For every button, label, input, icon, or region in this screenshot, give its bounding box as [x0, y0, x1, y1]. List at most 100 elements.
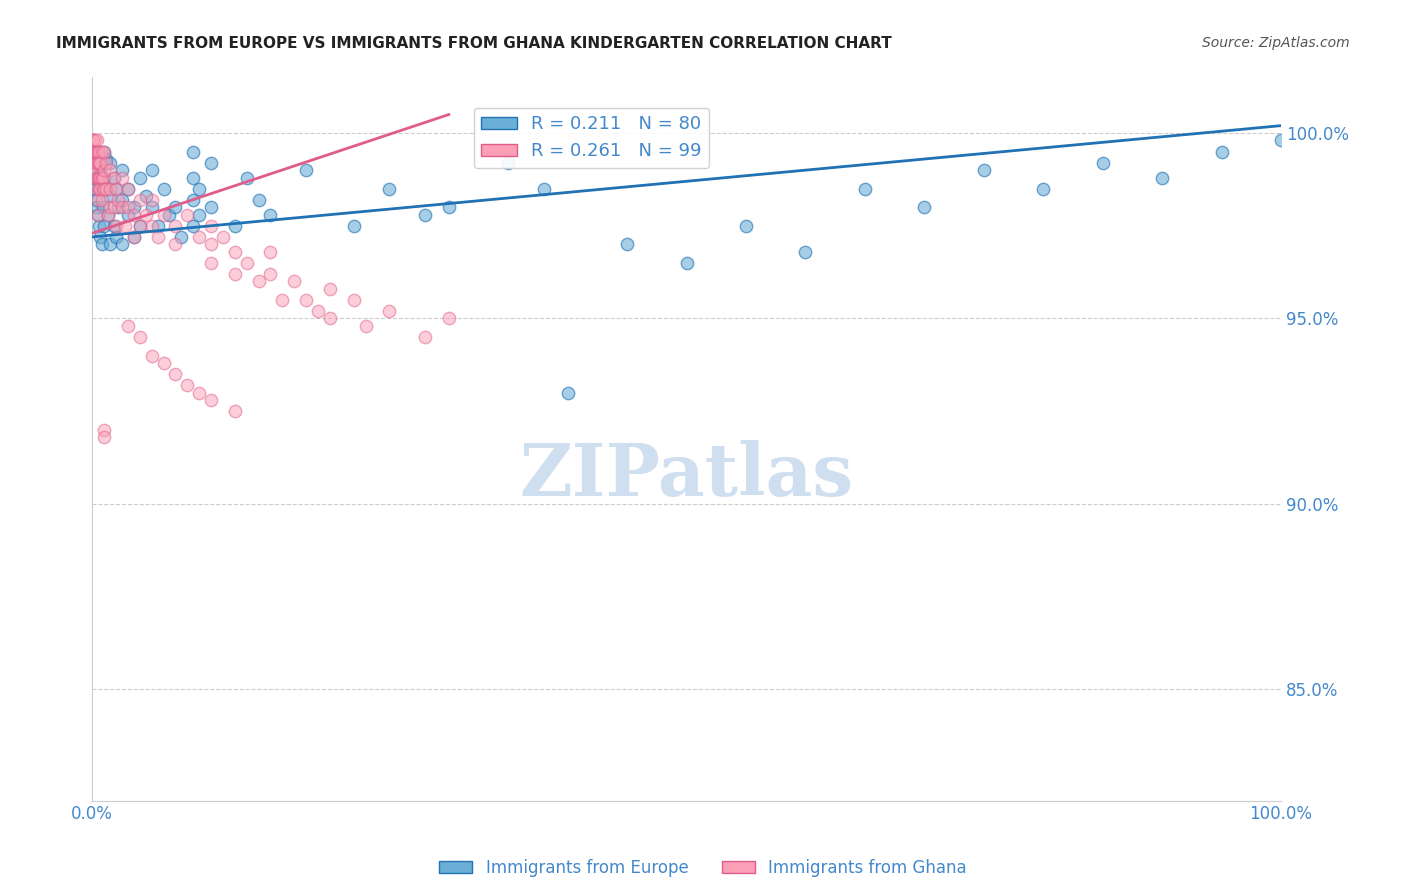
Point	[89, 170, 111, 185]
Point	[93, 170, 115, 185]
Point	[117, 200, 139, 214]
Point	[437, 311, 460, 326]
Point	[188, 385, 211, 400]
Point	[84, 163, 107, 178]
Point	[98, 163, 121, 178]
Point	[135, 208, 157, 222]
Point	[200, 219, 222, 233]
Point	[496, 155, 519, 169]
Point	[1152, 170, 1174, 185]
Point	[117, 182, 139, 196]
Point	[84, 170, 107, 185]
Point	[141, 219, 163, 233]
Point	[128, 330, 150, 344]
Point	[89, 170, 111, 185]
Point	[616, 237, 638, 252]
Point	[87, 208, 110, 222]
Point	[259, 267, 281, 281]
Point	[235, 170, 257, 185]
Point	[378, 304, 401, 318]
Point	[89, 170, 111, 185]
Point	[122, 230, 145, 244]
Point	[295, 293, 318, 307]
Point	[87, 170, 110, 185]
Point	[437, 200, 460, 214]
Point	[90, 182, 112, 196]
Point	[675, 256, 697, 270]
Point	[82, 155, 104, 169]
Point	[87, 145, 110, 159]
Point	[117, 208, 139, 222]
Point	[82, 133, 104, 147]
Point	[159, 208, 181, 222]
Point	[176, 378, 198, 392]
Point	[84, 145, 107, 159]
Point	[146, 219, 169, 233]
Point	[181, 145, 204, 159]
Point	[98, 237, 121, 252]
Point	[170, 230, 193, 244]
Point	[90, 193, 112, 207]
Point	[83, 163, 105, 178]
Point	[97, 208, 120, 222]
Point	[89, 145, 111, 159]
Point	[117, 318, 139, 333]
Point	[1032, 182, 1054, 196]
Point	[319, 282, 342, 296]
Point	[111, 163, 134, 178]
Point	[90, 170, 112, 185]
Point	[295, 163, 318, 178]
Point	[89, 182, 111, 196]
Point	[86, 145, 108, 159]
Point	[111, 200, 134, 214]
Point	[128, 219, 150, 233]
Point	[557, 385, 579, 400]
Point	[128, 193, 150, 207]
Point	[98, 189, 121, 203]
Point	[87, 145, 110, 159]
Point	[89, 155, 111, 169]
Legend: R = 0.211   N = 80, R = 0.261   N = 99: R = 0.211 N = 80, R = 0.261 N = 99	[474, 108, 709, 168]
Point	[141, 200, 163, 214]
Point	[83, 133, 105, 147]
Point	[86, 155, 108, 169]
Point	[152, 208, 174, 222]
Point	[319, 311, 342, 326]
Point	[122, 230, 145, 244]
Point	[104, 230, 127, 244]
Point	[200, 393, 222, 408]
Point	[912, 200, 935, 214]
Point	[343, 219, 366, 233]
Point	[107, 200, 129, 214]
Point	[89, 155, 111, 169]
Point	[87, 208, 110, 222]
Point	[247, 274, 270, 288]
Point	[86, 133, 108, 147]
Point	[104, 182, 127, 196]
Point	[84, 163, 107, 178]
Point	[87, 182, 110, 196]
Point	[141, 193, 163, 207]
Point	[107, 193, 129, 207]
Point	[188, 230, 211, 244]
Point	[271, 293, 294, 307]
Point	[84, 193, 107, 207]
Point	[86, 170, 108, 185]
Point	[200, 200, 222, 214]
Point	[103, 200, 125, 214]
Point	[141, 349, 163, 363]
Point	[98, 200, 121, 214]
Point	[103, 219, 125, 233]
Point	[83, 170, 105, 185]
Point	[93, 163, 115, 178]
Point	[224, 219, 246, 233]
Point	[111, 170, 134, 185]
Point	[224, 244, 246, 259]
Point	[87, 155, 110, 169]
Point	[104, 182, 127, 196]
Point	[104, 219, 127, 233]
Point	[128, 170, 150, 185]
Point	[378, 182, 401, 196]
Point	[181, 219, 204, 233]
Point	[235, 256, 257, 270]
